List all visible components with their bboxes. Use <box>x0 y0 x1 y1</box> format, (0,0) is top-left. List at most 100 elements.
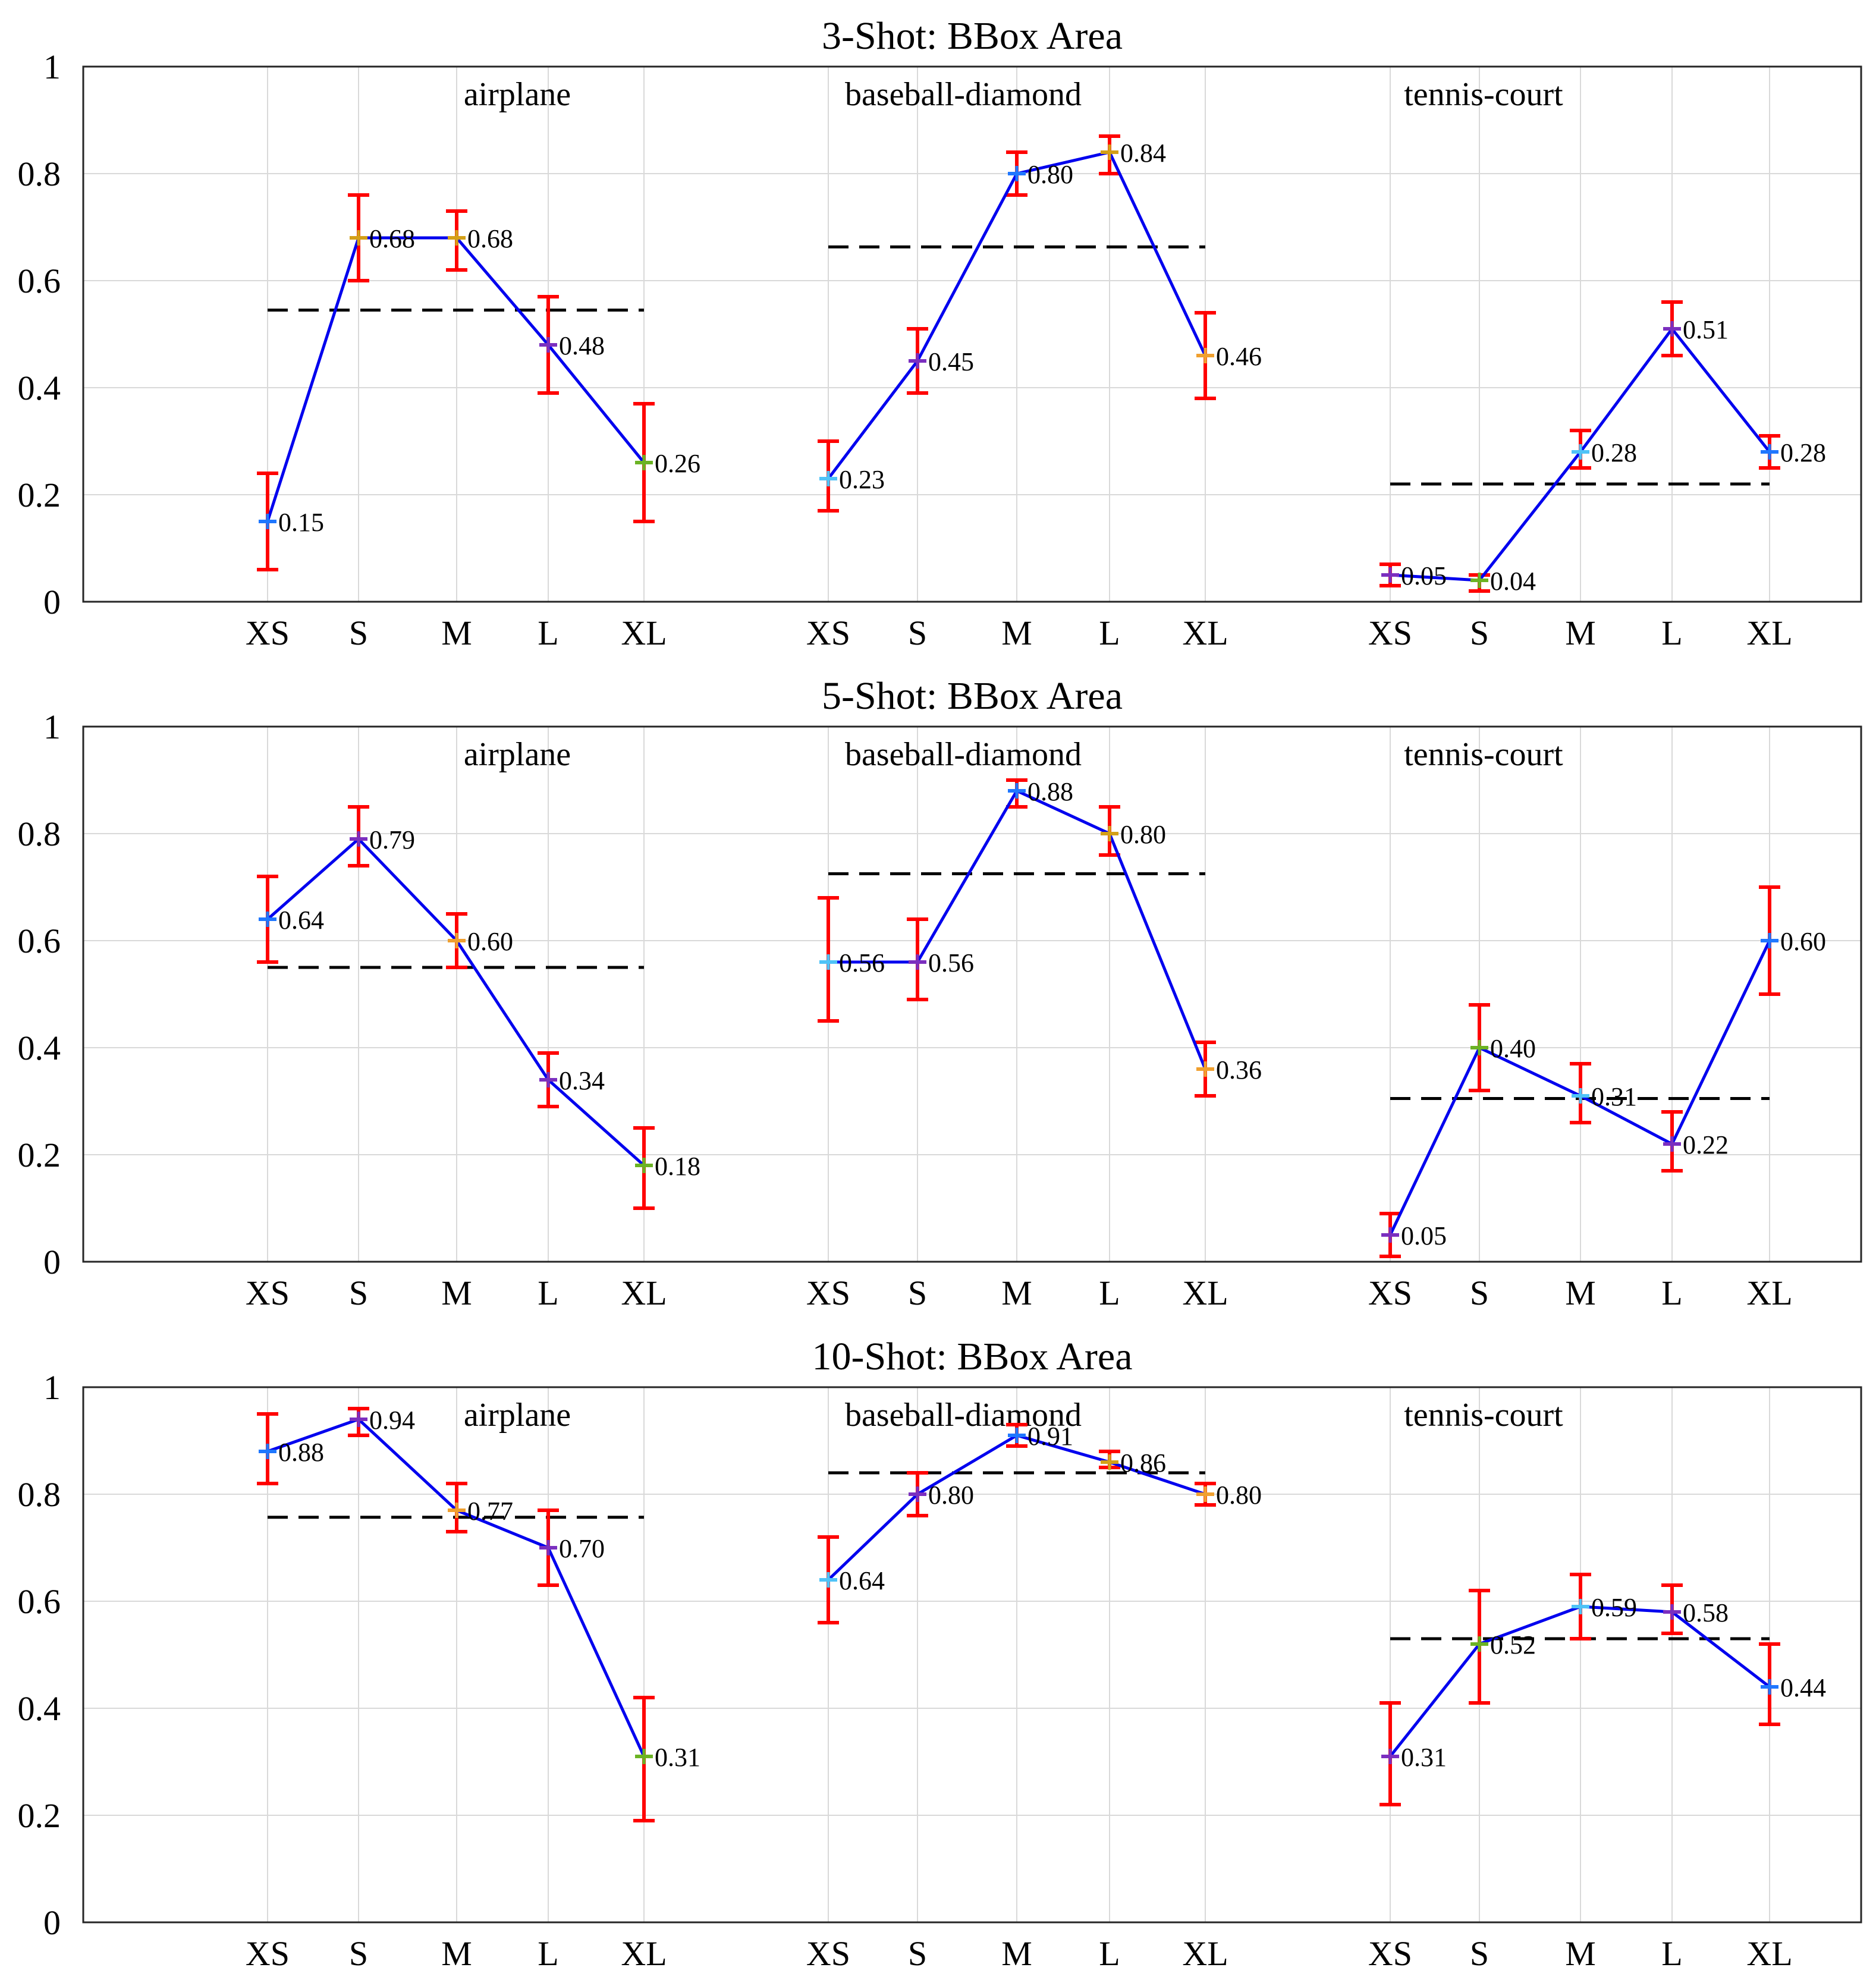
group-name: baseball-diamond <box>845 1397 1082 1434</box>
data-label: 0.15 <box>278 508 324 537</box>
x-tick-label: XL <box>1182 614 1228 652</box>
x-tick-label: XS <box>806 614 850 652</box>
data-label: 0.28 <box>1780 438 1826 467</box>
data-label: 0.31 <box>1401 1743 1447 1772</box>
x-tick-label: M <box>1565 1274 1596 1312</box>
x-tick-label: M <box>1565 614 1596 652</box>
x-tick-label: M <box>441 1274 472 1312</box>
data-label: 0.80 <box>1216 1481 1262 1510</box>
x-tick-label: XS <box>246 1274 290 1312</box>
panel-2: 5-Shot: BBox Area 0 0.2 0.4 0.6 0.8 1 XS S M L XL XS… <box>18 674 1862 1312</box>
group-tennis-court: tennis-court 0.05 0.40 0.31 0.22 0.60 <box>1379 736 1826 1258</box>
x-tick-label: XL <box>621 614 667 652</box>
data-label: 0.58 <box>1683 1598 1729 1627</box>
x-tick-label: XS <box>246 614 290 652</box>
x-tick-label: L <box>538 614 558 652</box>
plot-frame <box>82 65 1862 603</box>
data-label: 0.56 <box>839 948 885 978</box>
x-tick-label: S <box>349 1934 368 1973</box>
y-tick-label: 0 <box>43 1243 61 1281</box>
x-tick-label: M <box>1001 1274 1032 1312</box>
data-label: 0.51 <box>1683 315 1729 344</box>
group-airplane: airplane 0.15 0.68 0.68 0.48 0.26 <box>257 76 700 571</box>
group-name: tennis-court <box>1404 76 1563 113</box>
group-tennis-court: tennis-court 0.31 0.52 0.59 0.58 0.44 <box>1379 1397 1826 1806</box>
group-name: baseball-diamond <box>845 76 1082 113</box>
x-tick-label: XL <box>1746 1934 1792 1973</box>
x-tick-label: XS <box>1368 1274 1412 1312</box>
data-label: 0.68 <box>369 224 415 253</box>
x-tick-label: L <box>1661 1274 1682 1312</box>
x-tick-label: S <box>349 1274 368 1312</box>
data-label: 0.77 <box>467 1497 513 1526</box>
y-tick-label: 1 <box>43 708 61 746</box>
x-tick-label: S <box>908 1274 927 1312</box>
group-name: airplane <box>464 1397 571 1434</box>
data-label: 0.28 <box>1591 438 1637 467</box>
data-label: 0.84 <box>1120 139 1166 168</box>
x-tick-label: L <box>1661 614 1682 652</box>
group-airplane: airplane 0.64 0.79 0.60 0.34 0.18 <box>257 736 700 1210</box>
y-tick-label: 0.2 <box>18 1796 61 1835</box>
group-baseball-diamond: baseball-diamond 0.56 0.56 0.88 0.80 0.36 <box>818 736 1262 1098</box>
group-name: airplane <box>464 736 571 773</box>
x-tick-label: M <box>441 614 472 652</box>
data-label: 0.64 <box>278 906 324 935</box>
y-tick-label: 0.8 <box>18 815 61 853</box>
data-label: 0.26 <box>655 449 700 478</box>
data-label: 0.48 <box>559 331 605 360</box>
x-tick-label: L <box>538 1274 558 1312</box>
plot-frame <box>82 725 1862 1263</box>
series-line <box>266 837 645 1167</box>
x-tick-label: XL <box>621 1934 667 1973</box>
data-label: 0.94 <box>369 1406 415 1435</box>
chart-title: 3-Shot: BBox Area <box>822 14 1123 58</box>
y-tick-label: 0.4 <box>18 369 61 407</box>
x-tick-label: XS <box>806 1934 850 1973</box>
x-tick-label: S <box>1470 1934 1489 1973</box>
data-label: 0.60 <box>1780 927 1826 956</box>
y-tick-label: 0.4 <box>18 1689 61 1728</box>
x-tick-label: M <box>1001 1934 1032 1973</box>
x-tick-label: S <box>908 1934 927 1973</box>
data-label: 0.56 <box>928 948 974 978</box>
data-label: 0.60 <box>467 927 513 956</box>
y-tick-label: 0.6 <box>18 1582 61 1621</box>
data-label: 0.80 <box>928 1481 974 1510</box>
plot-frame <box>82 1386 1862 1924</box>
data-label: 0.68 <box>467 224 513 253</box>
group-name: tennis-court <box>1404 1397 1563 1434</box>
x-tick-label: XS <box>1368 614 1412 652</box>
data-label: 0.31 <box>1591 1082 1637 1111</box>
y-tick-label: 0.8 <box>18 155 61 193</box>
x-tick-label: XL <box>1746 614 1792 652</box>
y-tick-label: 1 <box>43 48 61 86</box>
x-tick-label: XL <box>621 1274 667 1312</box>
y-tick-label: 0.6 <box>18 262 61 300</box>
x-tick-label: XL <box>1182 1274 1228 1312</box>
data-label: 0.05 <box>1401 1221 1447 1250</box>
data-label: 0.80 <box>1120 820 1166 849</box>
data-label: 0.36 <box>1216 1055 1262 1085</box>
group-baseball-diamond: baseball-diamond 0.64 0.80 0.91 0.86 0.80 <box>818 1397 1262 1624</box>
x-tick-label: M <box>1001 614 1032 652</box>
x-tick-label: L <box>1099 1934 1120 1973</box>
panel-3: 10-Shot: BBox Area 0 0.2 0.4 0.6 0.8 1 XS S M L XL X… <box>18 1335 1862 1973</box>
data-label: 0.23 <box>839 465 885 494</box>
data-label: 0.40 <box>1490 1034 1536 1063</box>
x-tick-label: L <box>1099 614 1120 652</box>
series-line <box>267 1418 646 1758</box>
data-label: 0.04 <box>1490 567 1536 596</box>
y-tick-label: 0.8 <box>18 1475 61 1514</box>
x-tick-label: L <box>1661 1934 1682 1973</box>
data-label: 0.64 <box>839 1566 885 1595</box>
data-label: 0.31 <box>655 1743 700 1772</box>
x-tick-label: S <box>1470 1274 1489 1312</box>
x-tick-label: XS <box>806 1274 850 1312</box>
x-tick-label: S <box>1470 614 1489 652</box>
x-tick-label: L <box>538 1934 558 1973</box>
data-label: 0.22 <box>1683 1130 1729 1159</box>
group-name: tennis-court <box>1404 736 1563 773</box>
group-tennis-court: tennis-court 0.05 0.04 0.28 0.51 0.28 <box>1379 76 1826 596</box>
